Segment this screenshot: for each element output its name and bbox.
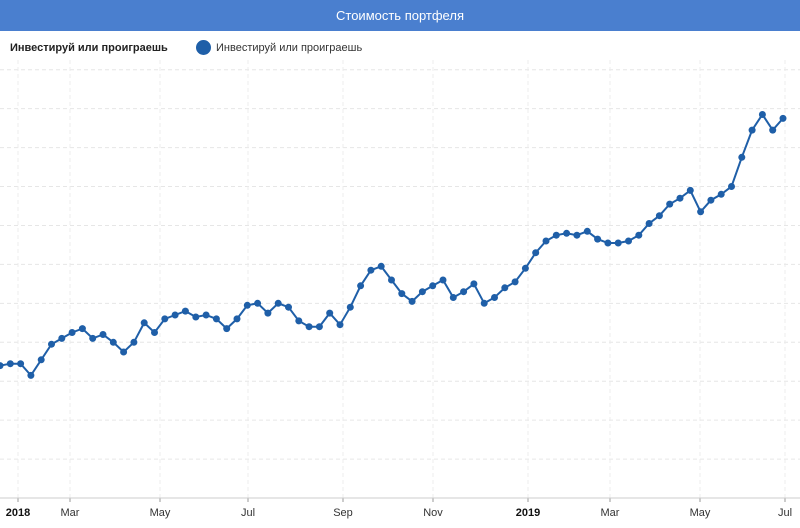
x-tick-label: Mar — [601, 507, 620, 519]
data-point[interactable] — [460, 288, 468, 296]
data-point[interactable] — [120, 348, 128, 356]
data-point[interactable] — [202, 311, 210, 319]
legend-title: Инвестируй или проиграешь — [10, 42, 168, 54]
data-point[interactable] — [58, 334, 66, 342]
x-tick-label: Jul — [778, 507, 792, 519]
grid-lines — [0, 60, 800, 499]
data-point[interactable] — [151, 329, 158, 336]
data-point[interactable] — [295, 317, 303, 325]
data-point[interactable] — [532, 249, 540, 257]
data-point[interactable] — [418, 288, 426, 296]
data-point[interactable] — [635, 231, 643, 239]
data-point[interactable] — [779, 114, 787, 122]
data-point[interactable] — [655, 212, 663, 220]
data-point[interactable] — [480, 299, 488, 307]
data-point[interactable] — [398, 290, 406, 298]
data-point[interactable] — [285, 303, 292, 311]
data-point[interactable] — [645, 220, 653, 227]
data-point[interactable] — [686, 186, 694, 194]
data-point[interactable] — [769, 126, 777, 134]
data-point[interactable] — [181, 307, 189, 315]
chart-title: Стоимость портфеля — [336, 8, 464, 23]
data-point[interactable] — [501, 284, 509, 292]
data-point[interactable] — [233, 315, 241, 323]
data-point[interactable] — [305, 323, 313, 331]
data-point[interactable] — [130, 338, 138, 346]
data-point[interactable] — [521, 264, 529, 272]
data-point[interactable] — [315, 323, 323, 331]
data-point[interactable] — [408, 297, 416, 305]
data-point[interactable] — [666, 200, 674, 208]
data-point[interactable] — [171, 311, 179, 319]
x-tick-label: Nov — [423, 507, 443, 519]
legend-item[interactable]: Инвестируй или проиграешь — [196, 40, 362, 55]
data-point[interactable] — [758, 111, 766, 118]
x-tick-label: May — [150, 507, 171, 519]
data-point[interactable] — [140, 319, 148, 327]
data-point[interactable] — [37, 356, 45, 364]
data-point[interactable] — [604, 239, 612, 247]
x-tick-label: Jul — [241, 507, 255, 519]
data-point[interactable] — [614, 239, 622, 247]
data-point[interactable] — [388, 276, 395, 284]
data-point[interactable] — [161, 315, 169, 323]
data-point[interactable] — [336, 321, 344, 329]
series-points — [0, 111, 787, 379]
data-point[interactable] — [0, 362, 4, 370]
data-point[interactable] — [243, 301, 251, 309]
data-point[interactable] — [625, 237, 632, 245]
data-point[interactable] — [542, 237, 550, 245]
x-tick-label: May — [690, 507, 711, 519]
legend-marker-icon — [196, 40, 211, 55]
data-point[interactable] — [563, 229, 571, 237]
data-point[interactable] — [68, 329, 76, 336]
data-point[interactable] — [429, 282, 437, 290]
data-point[interactable] — [17, 360, 25, 368]
x-tick-label: Mar — [61, 507, 80, 519]
data-point[interactable] — [583, 227, 591, 235]
data-point[interactable] — [99, 331, 107, 338]
series-line — [0, 112, 784, 378]
data-point[interactable] — [573, 231, 581, 239]
data-point[interactable] — [48, 340, 55, 348]
data-point[interactable] — [6, 360, 14, 368]
data-point[interactable] — [27, 371, 35, 379]
data-point[interactable] — [192, 313, 200, 321]
data-point[interactable] — [439, 276, 447, 284]
chart-title-bar: Стоимость портфеля — [0, 0, 800, 31]
data-point[interactable] — [594, 235, 602, 243]
data-point[interactable] — [748, 126, 756, 134]
data-point[interactable] — [717, 190, 725, 198]
data-point[interactable] — [697, 208, 705, 216]
x-tick-label: Sep — [333, 507, 353, 519]
x-axis: 2018 Mar May Jul Sep Nov 2019 Mar May Jul — [0, 497, 800, 519]
data-point[interactable] — [357, 282, 365, 290]
data-point[interactable] — [78, 325, 86, 333]
data-point[interactable] — [449, 294, 457, 301]
data-point[interactable] — [728, 183, 735, 190]
data-point[interactable] — [254, 299, 262, 307]
data-point[interactable] — [377, 262, 385, 270]
x-tick-label: 2019 — [516, 507, 540, 519]
data-point[interactable] — [264, 309, 272, 317]
data-point[interactable] — [212, 315, 220, 323]
data-point[interactable] — [552, 231, 560, 239]
data-point[interactable] — [326, 309, 334, 317]
x-tick-label: 2018 — [6, 507, 30, 519]
data-point[interactable] — [676, 194, 684, 202]
data-point[interactable] — [367, 266, 375, 274]
data-point[interactable] — [89, 334, 97, 342]
data-point[interactable] — [223, 325, 231, 333]
data-point[interactable] — [491, 294, 498, 301]
data-point[interactable] — [274, 299, 282, 307]
data-point[interactable] — [109, 338, 117, 346]
data-point[interactable] — [738, 153, 746, 161]
legend-item-label: Инвестируй или проиграешь — [216, 41, 363, 54]
data-point[interactable] — [511, 278, 519, 286]
data-point[interactable] — [346, 303, 354, 311]
data-point[interactable] — [470, 280, 478, 288]
data-point[interactable] — [707, 196, 715, 204]
